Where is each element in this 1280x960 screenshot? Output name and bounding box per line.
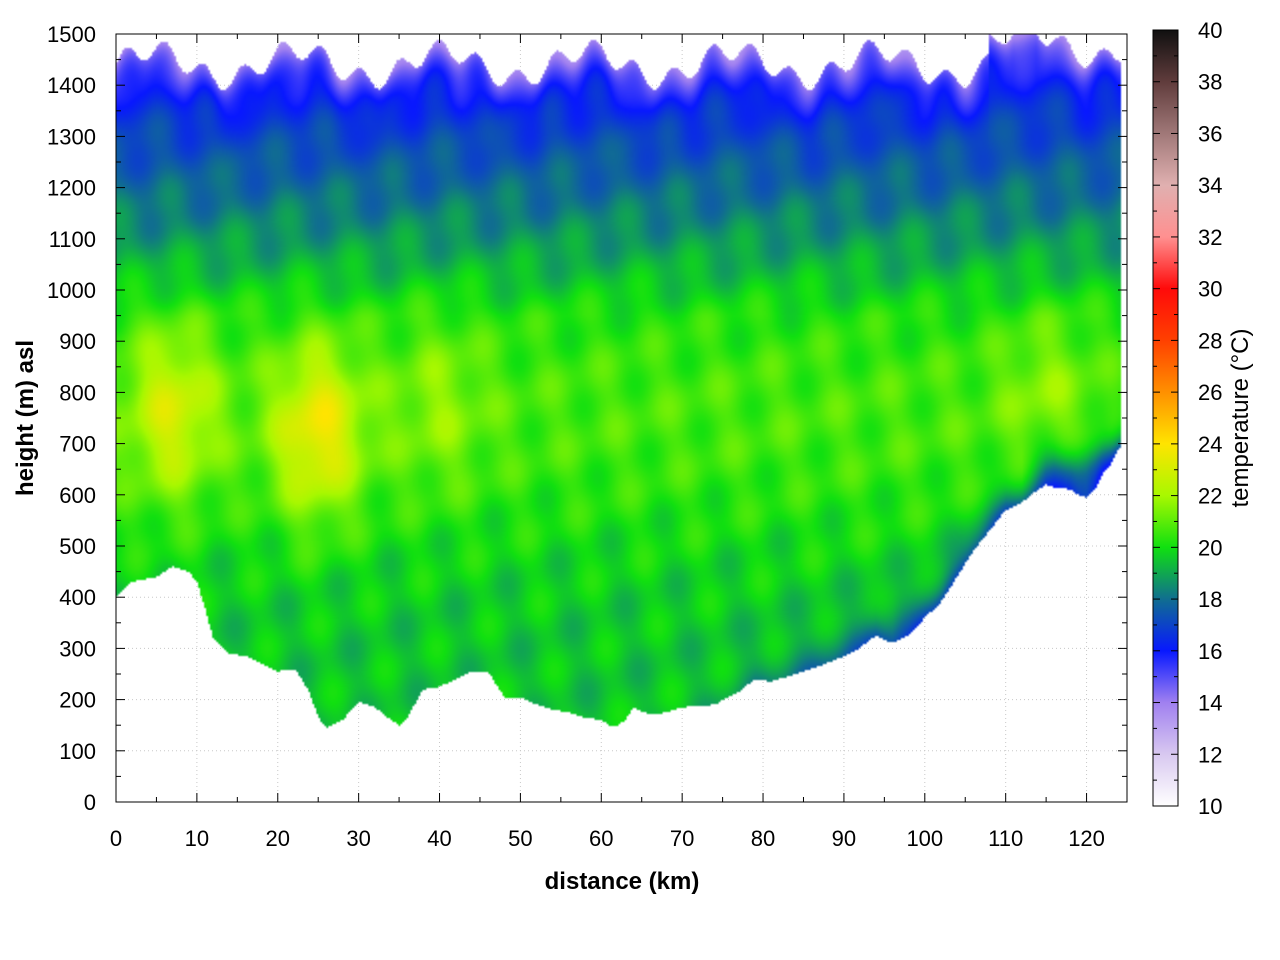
y-tick-label: 1200 bbox=[47, 176, 96, 201]
colorbar-tick-label: 28 bbox=[1198, 328, 1222, 353]
colorbar-tick-label: 10 bbox=[1198, 794, 1222, 819]
x-tick-label: 60 bbox=[589, 826, 613, 851]
colorbar-tick-label: 26 bbox=[1198, 380, 1222, 405]
colorbar-tick-label: 38 bbox=[1198, 70, 1222, 95]
colorbar-tick-labels: 10 12 14 16 18 20 22 24 26 28 30 32 34 36 38 40 bbox=[1198, 18, 1222, 819]
y-tick-label: 1100 bbox=[49, 227, 96, 252]
colorbar-tick-label: 32 bbox=[1198, 225, 1222, 250]
colorbar-tick-label: 16 bbox=[1198, 639, 1222, 664]
x-tick-label: 10 bbox=[185, 826, 209, 851]
colorbar-tick-label: 22 bbox=[1198, 484, 1222, 509]
x-tick-label: 70 bbox=[670, 826, 694, 851]
y-axis-title: height (m) asl bbox=[12, 340, 39, 496]
x-tick-label: 0 bbox=[110, 826, 122, 851]
x-tick-label: 120 bbox=[1068, 826, 1105, 851]
colorbar-title: temperature (°C) bbox=[1227, 329, 1254, 508]
colorbar-tick-label: 34 bbox=[1198, 173, 1222, 198]
y-tick-label: 600 bbox=[59, 483, 96, 508]
y-tick-labels: 0 100 200 300 400 500 600 700 800 900 1000 1100 1200… bbox=[47, 22, 96, 815]
x-tick-label: 20 bbox=[266, 826, 290, 851]
axis-ticks bbox=[115, 33, 1127, 803]
colorbar-tick-label: 24 bbox=[1198, 432, 1222, 457]
y-tick-label: 500 bbox=[59, 534, 96, 559]
colorbar-tick-label: 14 bbox=[1198, 691, 1222, 716]
y-tick-label: 1300 bbox=[47, 124, 96, 149]
y-tick-label: 300 bbox=[59, 636, 96, 661]
y-tick-label: 1000 bbox=[47, 278, 96, 303]
y-tick-label: 100 bbox=[59, 739, 96, 764]
y-tick-label: 700 bbox=[59, 432, 96, 457]
x-axis-title: distance (km) bbox=[545, 868, 700, 895]
x-tick-label: 90 bbox=[832, 826, 856, 851]
colorbar-tick-label: 12 bbox=[1198, 742, 1222, 767]
x-tick-labels: 0 10 20 30 40 50 60 70 80 90 100 110 120 bbox=[110, 826, 1105, 851]
colorbar-tick-label: 40 bbox=[1198, 18, 1222, 43]
colorbar-tick-label: 36 bbox=[1198, 121, 1222, 146]
x-tick-label: 40 bbox=[427, 826, 451, 851]
colorbar-tick-label: 30 bbox=[1198, 277, 1222, 302]
colorbar-tick-label: 20 bbox=[1198, 535, 1222, 560]
y-tick-label: 0 bbox=[84, 790, 96, 815]
y-tick-label: 900 bbox=[59, 329, 96, 354]
colorbar-ticks bbox=[1153, 29, 1178, 807]
y-tick-label: 1400 bbox=[47, 73, 96, 98]
x-tick-label: 100 bbox=[906, 826, 943, 851]
temperature-heatmap bbox=[116, 34, 1127, 802]
x-tick-label: 30 bbox=[346, 826, 370, 851]
x-tick-label: 110 bbox=[988, 826, 1023, 851]
y-tick-label: 200 bbox=[59, 688, 96, 713]
colorbar-tick-label: 18 bbox=[1198, 587, 1222, 612]
y-tick-label: 1500 bbox=[47, 22, 96, 47]
x-tick-label: 80 bbox=[751, 826, 775, 851]
y-tick-label: 400 bbox=[59, 585, 96, 610]
y-tick-label: 800 bbox=[59, 380, 96, 405]
x-tick-label: 50 bbox=[508, 826, 532, 851]
